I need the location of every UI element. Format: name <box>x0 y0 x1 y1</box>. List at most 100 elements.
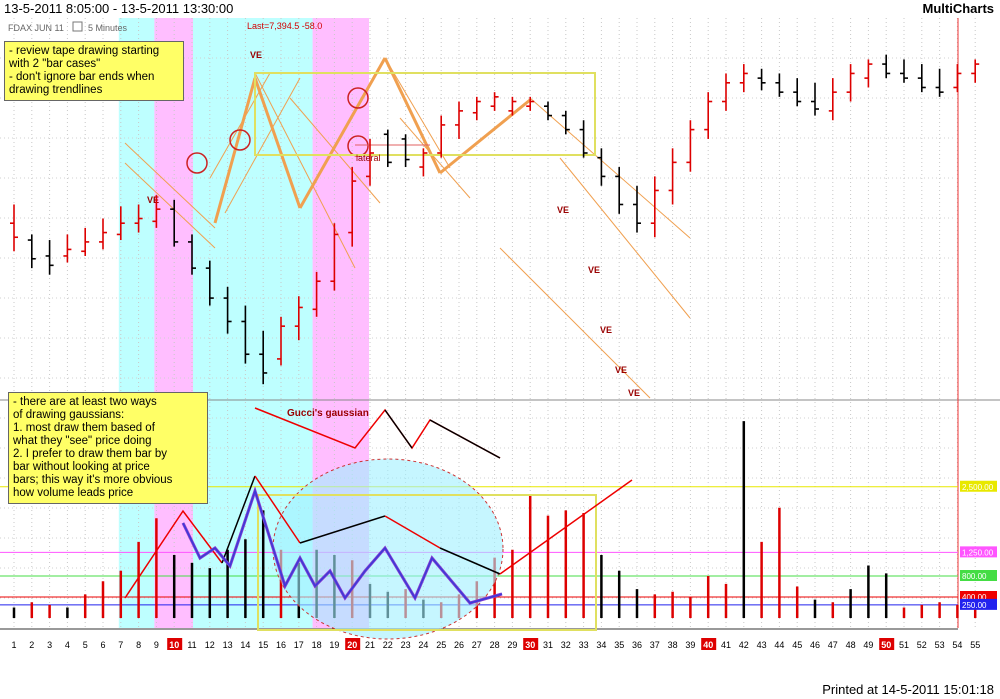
gaussian-red-mid2 <box>384 515 441 549</box>
x-label: 34 <box>596 640 606 650</box>
x-label: 16 <box>276 640 286 650</box>
trend-line <box>254 72 356 269</box>
gaussian-black-left <box>221 475 256 564</box>
tape-zigzag <box>253 77 302 209</box>
brand-label: MultiCharts <box>922 1 995 16</box>
x-label: 15 <box>258 640 268 650</box>
trend-line <box>384 57 451 169</box>
overlay-drawings <box>124 407 633 640</box>
x-label: 55 <box>970 640 980 650</box>
x-label: 54 <box>952 640 962 650</box>
x-label: 11 <box>187 640 196 650</box>
x-label: 22 <box>383 640 393 650</box>
x-label: 19 <box>329 640 339 650</box>
x-label: 44 <box>774 640 784 650</box>
window-header: 13-5-2011 8:05:00 - 13-5-2011 13:30:00 M… <box>0 0 1000 18</box>
trend-line <box>399 117 471 199</box>
gaussian-ellipse <box>272 458 504 640</box>
circle-marker <box>347 87 369 109</box>
lateral-box <box>254 72 596 156</box>
x-label: 31 <box>543 640 553 650</box>
tape-zigzag <box>439 98 531 175</box>
x-label: 12 <box>205 640 215 650</box>
volume-level-tag <box>960 480 997 492</box>
ve-label: VE <box>557 205 569 215</box>
symbol-name: FDAX JUN 11 <box>8 23 64 33</box>
x-label-highlight <box>879 638 895 650</box>
trend-line <box>124 162 216 249</box>
volume-level-label: 400.00 <box>962 593 987 602</box>
ve-label: VE <box>615 365 627 375</box>
trend-line <box>499 247 651 399</box>
gaussian-red-mid <box>254 475 301 544</box>
x-label-highlight <box>523 638 539 650</box>
x-label: 27 <box>472 640 482 650</box>
x-label: 53 <box>935 640 945 650</box>
interval-icon[interactable] <box>72 21 83 32</box>
x-label: 33 <box>579 640 589 650</box>
trend-drawings: VE VE VE VE VE VE VE <box>124 50 691 399</box>
trend-line <box>289 97 381 204</box>
tape-zigzag <box>298 57 387 209</box>
x-label: 42 <box>739 640 749 650</box>
x-label: 7 <box>118 640 123 650</box>
x-axis-labels: 1 2 3 4 5 6 7 8 9 10 11 12 13 14 15 16 17 18 19 20 21 22 23 24 2… <box>11 638 980 650</box>
volume-level-label: 2,500.00 <box>962 483 994 492</box>
symbol-interval: 5 Minutes <box>88 23 128 33</box>
gaussian-red-left <box>124 509 223 599</box>
volume-level-tag <box>960 546 997 558</box>
x-label: 37 <box>650 640 660 650</box>
x-label: 9 <box>154 640 159 650</box>
last-price-label: Last=7,394.5 -58.0 <box>247 21 322 31</box>
ve-label: VE <box>600 325 612 335</box>
x-label: 2 <box>29 640 34 650</box>
x-label: 13 <box>223 640 233 650</box>
x-label-highlight <box>345 638 361 650</box>
x-label: 40 <box>703 640 713 650</box>
gaussian-blue <box>182 488 503 604</box>
trend-line <box>124 142 216 229</box>
x-label: 6 <box>100 640 105 650</box>
x-label: 43 <box>757 640 767 650</box>
x-label: 36 <box>632 640 642 650</box>
x-label: 21 <box>365 640 375 650</box>
circle-marker <box>186 152 208 174</box>
x-label: 3 <box>47 640 52 650</box>
volume-level-label: 250.00 <box>962 601 987 610</box>
x-label: 52 <box>917 640 927 650</box>
volume-level-label: 1,250.00 <box>962 548 994 557</box>
x-label: 8 <box>136 640 141 650</box>
x-label: 4 <box>65 640 70 650</box>
x-label: 46 <box>810 640 820 650</box>
gaussian-red-right <box>499 479 633 575</box>
x-label: 25 <box>436 640 446 650</box>
x-label: 5 <box>83 640 88 650</box>
x-label: 32 <box>561 640 571 650</box>
x-label: 35 <box>614 640 624 650</box>
bottom-note: - there are at least two ways of drawing… <box>8 392 208 504</box>
volume-box <box>257 494 597 631</box>
gucci-gaussian-black <box>384 409 413 449</box>
volume-level-label: 800.00 <box>962 572 987 581</box>
x-label: 24 <box>418 640 428 650</box>
x-label: 38 <box>668 640 678 650</box>
tape-zigzag <box>383 57 442 174</box>
gaussian-black-right <box>439 547 501 575</box>
x-label: 23 <box>401 640 411 650</box>
circle-marker <box>229 129 251 151</box>
footer: Printed at 14-5-2011 15:01:18 <box>0 680 1000 699</box>
gaussian-label: Gucci's gaussian <box>287 408 369 419</box>
price-bars <box>10 54 980 385</box>
ve-label: VE <box>628 388 640 398</box>
x-label: 18 <box>312 640 322 650</box>
x-label: 48 <box>846 640 856 650</box>
trend-line <box>529 97 691 239</box>
x-label: 29 <box>507 640 517 650</box>
band-cyan-1 <box>118 18 155 628</box>
gucci-gaussian-black-2 <box>429 419 501 459</box>
x-label: 26 <box>454 640 464 650</box>
top-note: - review tape drawing starting with 2 "b… <box>4 41 184 101</box>
x-label: 30 <box>525 640 535 650</box>
